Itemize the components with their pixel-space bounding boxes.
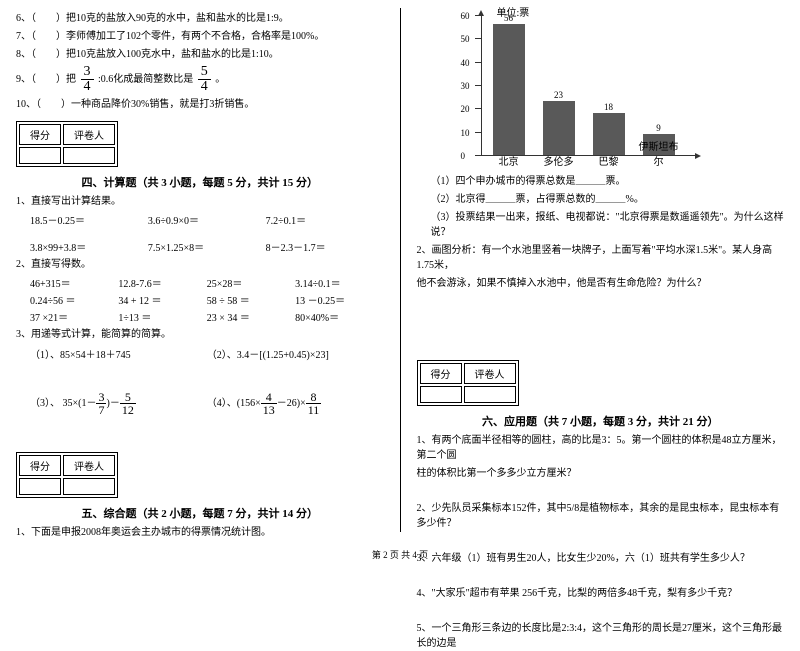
app4: 4、"大家乐"超市有苹果 256千克，比梨的两倍多48千克，梨有多少千克？ (417, 586, 785, 601)
bar-label: 北京 (487, 153, 531, 168)
calc2-row1: 46+315＝12.8-7.6＝25×28＝3.14÷0.1＝ (30, 275, 384, 290)
q9-pre: 9、（ ）把 (16, 74, 76, 85)
page-footer: 第 2 页 共 4 页 (0, 548, 800, 561)
calc3-3: （3）、 35×(1－37)－512 (30, 391, 207, 416)
calc3-4: （4）、(156×413－26)×811 (207, 391, 384, 416)
y-axis (481, 16, 482, 156)
calc1-title: 1、直接写出计算结果。 (16, 194, 384, 209)
q6: 6、（ ）把10克的盐放入90克的水中，盐和盐水的比是1:9。 (16, 11, 384, 26)
q9-mid: :0.6化成最简整数比是 (98, 74, 193, 85)
chart-q3: （3）投票结果一出来，报纸、电视都说："北京得票是数遥遥领先"。为什么这样说？ (431, 210, 785, 240)
bar-label: 伊斯坦布尔 (637, 138, 681, 168)
q2b: 他不会游泳，如果不慎掉入水池中，他是否有生命危险？为什么？ (417, 276, 785, 291)
bar-value: 9 (643, 123, 675, 133)
y-tick (475, 155, 481, 156)
bar (593, 113, 625, 155)
bar-value: 18 (593, 102, 625, 112)
y-tick (475, 15, 481, 16)
frac-5-4: 54 (198, 65, 211, 94)
calc1-row1: 18.5－0.25＝3.6÷0.9×0＝7.2÷0.1＝ (30, 212, 384, 227)
calc2-title: 2、直接写得数。 (16, 257, 384, 272)
section-5-title: 五、综合题（共 2 小题，每题 7 分，共计 14 分） (16, 505, 384, 521)
bar (543, 101, 575, 155)
q7: 7、（ ）李师傅加工了102个零件，有两个不合格，合格率是100%。 (16, 29, 384, 44)
q8: 8、（ ）把10克盐放入100克水中，盐和盐水的比是1:10。 (16, 47, 384, 62)
chart-q1: （1）四个申办城市的得票总数是＿＿＿票。 (431, 174, 785, 189)
bar-label: 巴黎 (587, 153, 631, 168)
app2: 2、少先队员采集标本152件，其中5/8是植物标本，其余的是昆虫标本，昆虫标本有… (417, 501, 785, 531)
y-tick-label: 60 (461, 11, 470, 21)
y-tick-label: 10 (461, 128, 470, 138)
right-column: 单位:票 010203040506056北京23多伦多18巴黎9伊斯坦布尔 （1… (401, 0, 800, 540)
y-tick-label: 20 (461, 104, 470, 114)
q10: 10、（ ）一种商品降价30%销售，就是打3折销售。 (16, 97, 384, 112)
y-tick (475, 38, 481, 39)
calc2-row2: 0.24÷56 ＝34 + 12 ＝58 ÷ 58 ＝13 －0.25＝ (30, 292, 384, 307)
score-box-6: 得分 评卷人 (417, 360, 519, 406)
bar (493, 24, 525, 155)
calc1-row2: 3.8×99+3.8＝7.5×1.25×8＝8－2.3－1.7＝ (30, 239, 384, 254)
y-tick (475, 85, 481, 86)
y-tick (475, 108, 481, 109)
left-column: 6、（ ）把10克的盐放入90克的水中，盐和盐水的比是1:9。 7、（ ）李师傅… (0, 0, 400, 540)
calc3-row2: （3）、 35×(1－37)－512 （4）、(156×413－26)×811 (30, 391, 384, 416)
bar-value: 56 (493, 13, 525, 23)
x-arrow-icon (695, 153, 701, 159)
bar-label: 多伦多 (537, 153, 581, 168)
y-tick-label: 0 (461, 151, 466, 161)
q2a: 2、画图分析：有一个水池里竖着一块牌子，上面写着"平均水深1.5米"。某人身高1… (417, 243, 785, 273)
calc2-row3: 37 ×21＝1÷13 ＝23 × 34 ＝80×40%＝ (30, 309, 384, 324)
frac-3-4: 34 (81, 65, 94, 94)
q9: 9、（ ）把 34 :0.6化成最简整数比是 54 。 (16, 65, 384, 94)
chart-q2: （2）北京得＿＿＿票，占得票总数的＿＿＿%。 (431, 192, 785, 207)
y-tick (475, 132, 481, 133)
section-6-title: 六、应用题（共 7 小题，每题 3 分，共计 21 分） (417, 413, 785, 429)
y-tick-label: 50 (461, 34, 470, 44)
q9-post: 。 (215, 74, 225, 85)
calc3-2: （2）、3.4－[(1.25+0.45)×23] (207, 346, 384, 361)
calc3-1: （1）、85×54＋18＋745 (30, 346, 207, 361)
app1a: 1、有两个底面半径相等的圆柱，高的比是3：5。第一个圆柱的体积是48立方厘米，第… (417, 433, 785, 463)
vote-bar-chart: 单位:票 010203040506056北京23多伦多18巴黎9伊斯坦布尔 (457, 8, 697, 168)
app1b: 柱的体积比第一个多多少立方厘米？ (417, 466, 785, 481)
score-box-5: 得分 评卷人 (16, 452, 118, 498)
z1: 1、下面是申报2008年奥运会主办城市的得票情况统计图。 (16, 525, 384, 540)
app5: 5、一个三角形三条边的长度比是2:3:4，这个三角形的周长是27厘米，这个三角形… (417, 621, 785, 651)
y-tick-label: 40 (461, 58, 470, 68)
section-4-title: 四、计算题（共 3 小题，每题 5 分，共计 15 分） (16, 174, 384, 190)
bar-value: 23 (543, 90, 575, 100)
y-tick (475, 62, 481, 63)
score-box-4: 得分 评卷人 (16, 121, 118, 167)
calc3-title: 3、用递等式计算，能简算的简算。 (16, 327, 384, 342)
grader-label: 评卷人 (63, 124, 115, 145)
y-tick-label: 30 (461, 81, 470, 91)
score-label: 得分 (19, 124, 61, 145)
calc3-row1: （1）、85×54＋18＋745 （2）、3.4－[(1.25+0.45)×23… (30, 346, 384, 361)
